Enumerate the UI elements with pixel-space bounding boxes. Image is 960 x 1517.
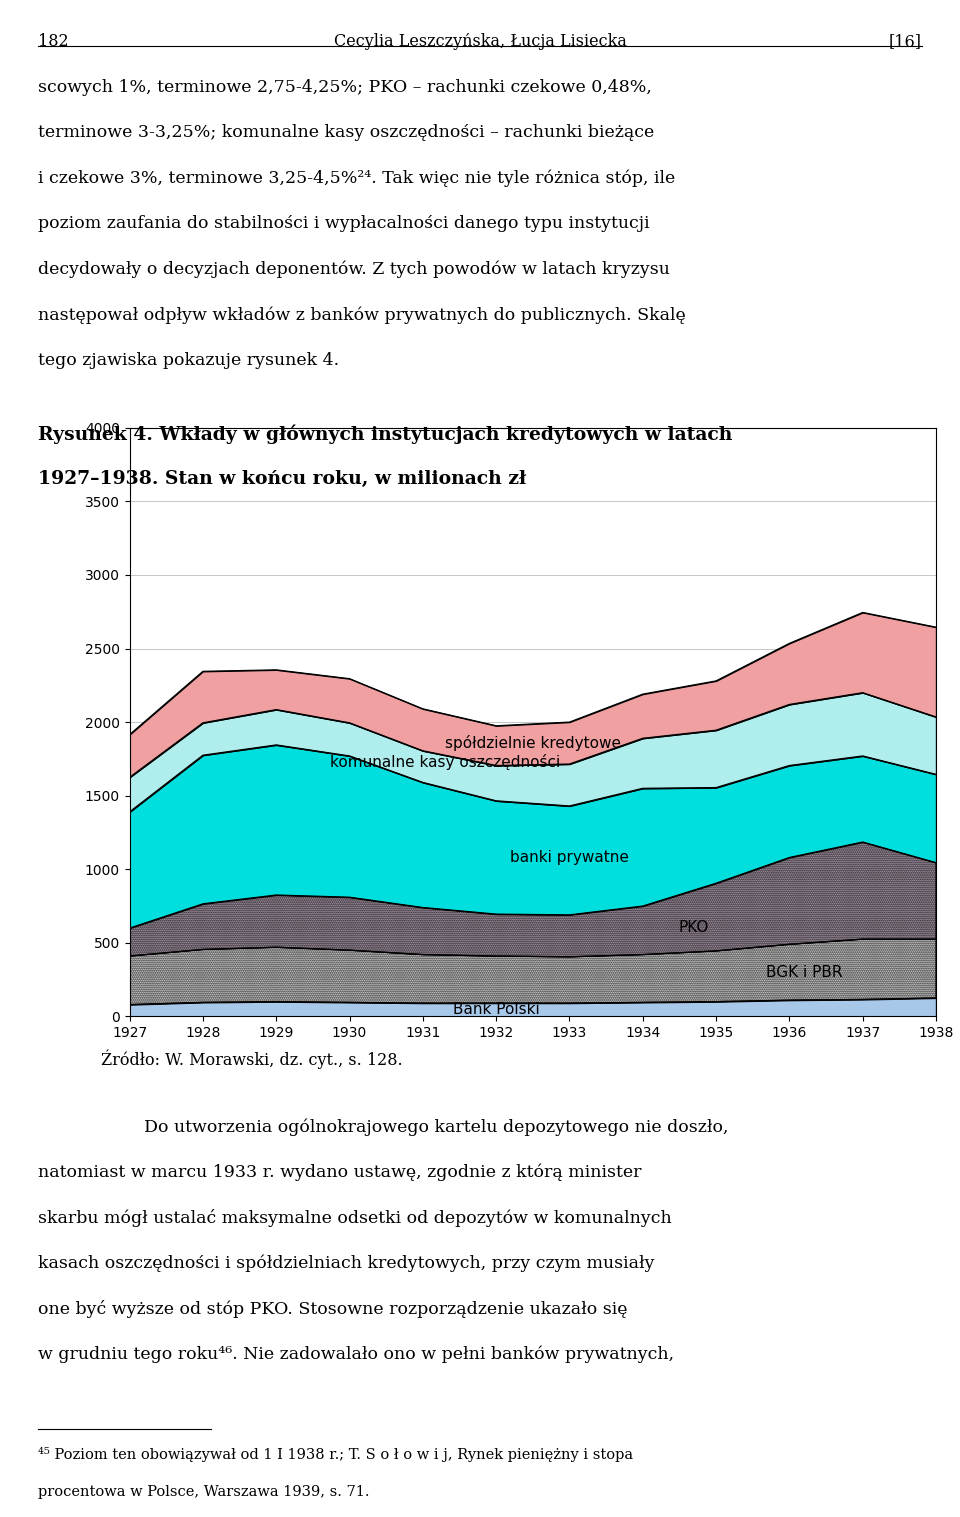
Text: terminowe 3-3,25%; komunalne kasy oszczędności – rachunki bieżące: terminowe 3-3,25%; komunalne kasy oszczę… [38,124,655,141]
Text: Rysunek 4. Wkłady w głównych instytucjach kredytowych w latach: Rysunek 4. Wkłady w głównych instytucjac… [38,425,732,444]
Text: tego zjawiska pokazuje rysunek 4.: tego zjawiska pokazuje rysunek 4. [38,352,340,369]
Text: 182: 182 [38,33,69,50]
Text: decydowały o decyzjach deponentów. Z tych powodów w latach kryzysu: decydowały o decyzjach deponentów. Z tyc… [38,261,670,279]
Text: BGK i PBR: BGK i PBR [766,965,842,980]
Text: procentowa w Polsce, Warszawa 1939, s. 71.: procentowa w Polsce, Warszawa 1939, s. 7… [38,1485,370,1499]
Text: Do utworzenia ogólnokrajowego kartelu depozytowego nie doszło,: Do utworzenia ogólnokrajowego kartelu de… [144,1118,729,1136]
Text: 1927–1938. Stan w końcu roku, w milionach zł: 1927–1938. Stan w końcu roku, w milionac… [38,470,526,488]
Text: [16]: [16] [889,33,922,50]
Text: banki prywatne: banki prywatne [510,850,629,865]
Text: Bank Polski: Bank Polski [453,1001,540,1016]
Text: komunalne kasy oszczędności: komunalne kasy oszczędności [329,754,560,771]
Text: scowych 1%, terminowe 2,75-4,25%; PKO – rachunki czekowe 0,48%,: scowych 1%, terminowe 2,75-4,25%; PKO – … [38,79,652,96]
Text: w grudniu tego roku⁴⁶. Nie zadowalało ono w pełni banków prywatnych,: w grudniu tego roku⁴⁶. Nie zadowalało on… [38,1346,675,1364]
Text: Źródło: W. Morawski, dz. cyt., s. 128.: Źródło: W. Morawski, dz. cyt., s. 128. [101,1050,402,1069]
Text: one być wyższe od stóp PKO. Stosowne rozporządzenie ukazało się: one być wyższe od stóp PKO. Stosowne roz… [38,1300,628,1318]
Text: poziom zaufania do stabilności i wypłacalności danego typu instytucji: poziom zaufania do stabilności i wypłaca… [38,215,650,232]
Text: natomiast w marcu 1933 r. wydano ustawę, zgodnie z którą minister: natomiast w marcu 1933 r. wydano ustawę,… [38,1164,642,1182]
Text: Cecylia Leszczyńska, Łucja Lisiecka: Cecylia Leszczyńska, Łucja Lisiecka [333,33,627,50]
Text: i czekowe 3%, terminowe 3,25-4,5%²⁴. Tak więc nie tyle różnica stóp, ile: i czekowe 3%, terminowe 3,25-4,5%²⁴. Tak… [38,170,676,188]
Text: kasach oszczędności i spółdzielniach kredytowych, przy czym musiały: kasach oszczędności i spółdzielniach kre… [38,1255,655,1273]
Text: PKO: PKO [679,919,709,934]
Text: następował odpływ wkładów z banków prywatnych do publicznych. Skalę: następował odpływ wkładów z banków prywa… [38,306,686,325]
Text: ⁴⁵ Poziom ten obowiązywał od 1 I 1938 r.; T. S o ł o w i j, Rynek pieniężny i st: ⁴⁵ Poziom ten obowiązywał od 1 I 1938 r.… [38,1447,634,1462]
Text: skarbu mógł ustalać maksymalne odsetki od depozytów w komunalnych: skarbu mógł ustalać maksymalne odsetki o… [38,1209,672,1227]
Text: spółdzielnie kredytowe: spółdzielnie kredytowe [444,734,621,751]
